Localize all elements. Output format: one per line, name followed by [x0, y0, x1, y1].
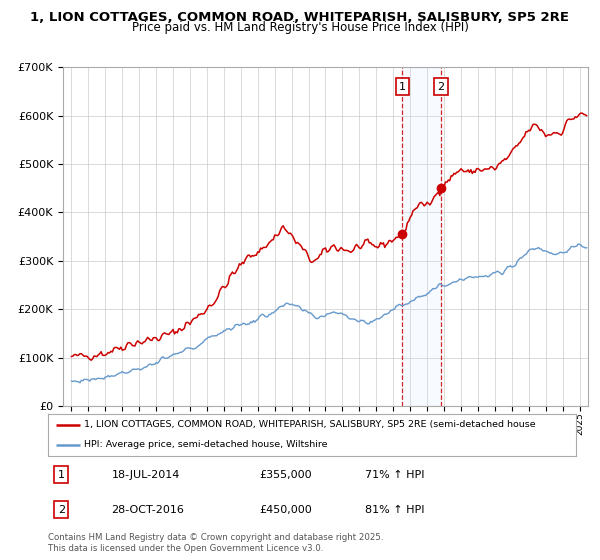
- Text: 1, LION COTTAGES, COMMON ROAD, WHITEPARISH, SALISBURY, SP5 2RE: 1, LION COTTAGES, COMMON ROAD, WHITEPARI…: [31, 11, 569, 24]
- Text: 2: 2: [58, 505, 65, 515]
- Text: 81% ↑ HPI: 81% ↑ HPI: [365, 505, 424, 515]
- Text: £450,000: £450,000: [259, 505, 312, 515]
- Text: 1: 1: [399, 82, 406, 91]
- Text: 1, LION COTTAGES, COMMON ROAD, WHITEPARISH, SALISBURY, SP5 2RE (semi-detached ho: 1, LION COTTAGES, COMMON ROAD, WHITEPARI…: [84, 421, 536, 430]
- Text: 2: 2: [437, 82, 445, 91]
- Text: 1: 1: [58, 470, 65, 479]
- Text: Price paid vs. HM Land Registry's House Price Index (HPI): Price paid vs. HM Land Registry's House …: [131, 21, 469, 34]
- Bar: [403, 67, 441, 406]
- Text: 18-JUL-2014: 18-JUL-2014: [112, 470, 180, 479]
- Text: Contains HM Land Registry data © Crown copyright and database right 2025.
This d: Contains HM Land Registry data © Crown c…: [48, 533, 383, 553]
- Text: 28-OCT-2016: 28-OCT-2016: [112, 505, 184, 515]
- Text: 71% ↑ HPI: 71% ↑ HPI: [365, 470, 424, 479]
- Text: £355,000: £355,000: [259, 470, 312, 479]
- Text: HPI: Average price, semi-detached house, Wiltshire: HPI: Average price, semi-detached house,…: [84, 440, 328, 449]
